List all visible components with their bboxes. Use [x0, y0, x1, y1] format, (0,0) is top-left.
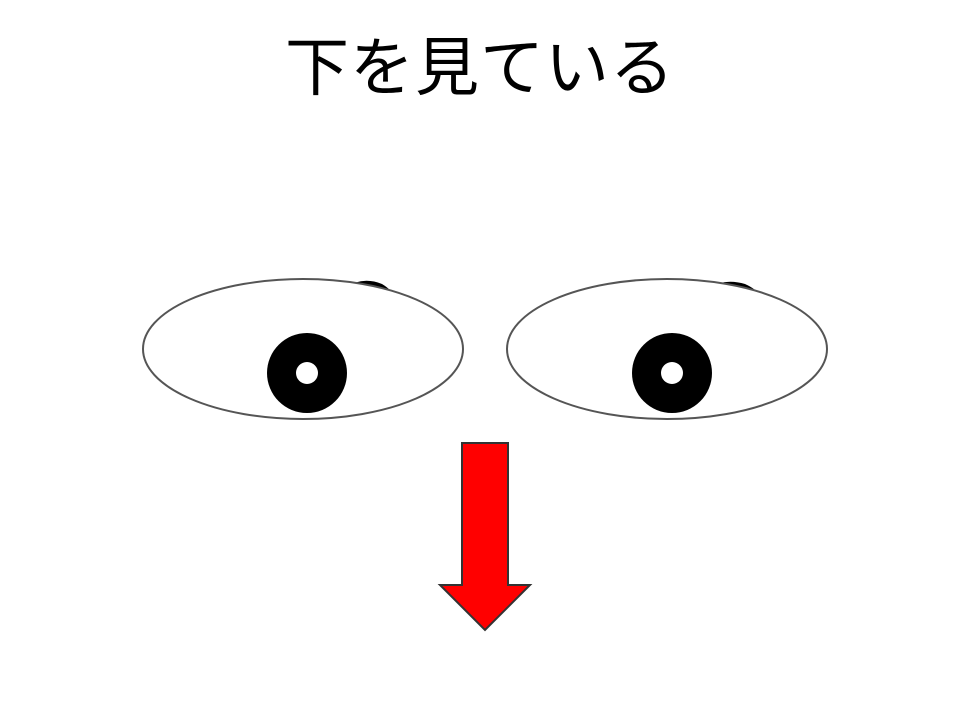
right-eye — [506, 278, 828, 420]
left-eye-highlight — [296, 362, 318, 384]
right-eye-highlight — [661, 362, 683, 384]
slide-title: 下を見ている — [285, 32, 675, 106]
left-eye — [142, 278, 464, 420]
down-arrow-icon — [437, 442, 533, 632]
